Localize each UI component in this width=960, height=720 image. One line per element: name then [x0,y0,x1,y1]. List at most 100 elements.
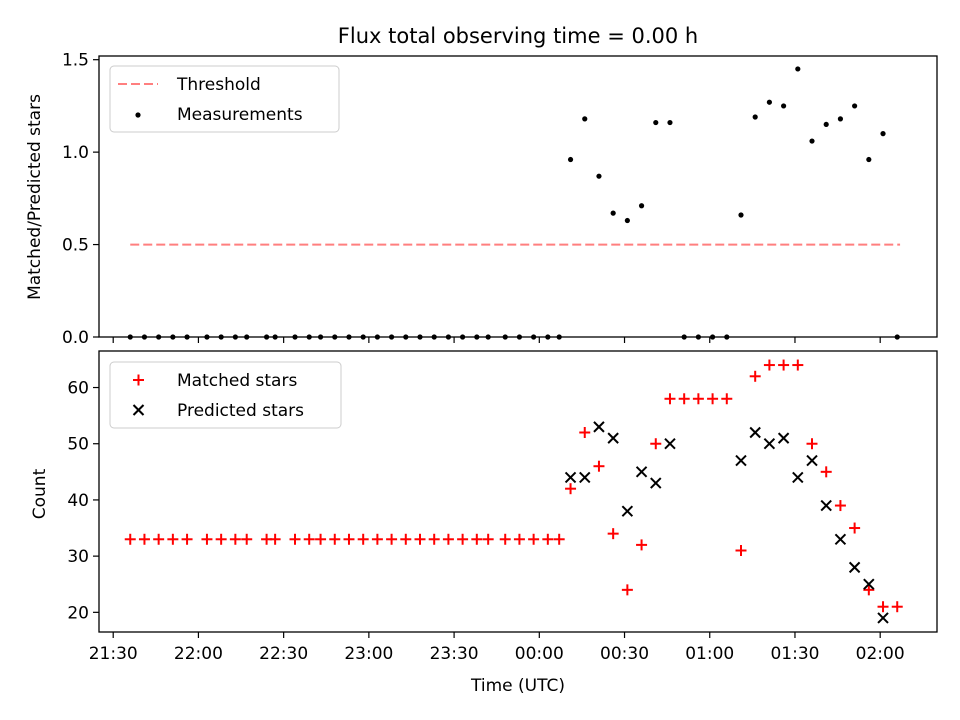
matched-stars-point [482,533,494,545]
matched-stars-point [735,545,747,557]
bottom-legend: Matched stars Predicted stars [109,361,342,429]
bottom-y-tick-label: 40 [67,491,89,511]
bottom-panel: 20 30 40 50 60 21:30 22:00 22:30 23:00 23:30 00:0… [30,350,938,696]
matched-legend-label: Matched stars [177,371,297,391]
top-y-tick-label: 0.0 [62,328,89,348]
bottom-y-tick-label: 60 [67,379,89,399]
predicted-stars-point [735,454,747,467]
top-panel: 0.0 0.5 1.0 1.5 Matched/Predicted stars Thr… [25,51,938,348]
measurement-point [866,156,872,163]
matched-stars-point [636,539,648,551]
matched-stars-point [329,533,341,545]
measurement-point [582,116,588,122]
matched-stars-point [763,359,775,371]
matched-stars-point [863,584,875,596]
predicted-stars-point [564,471,577,484]
matched-stars-point [457,533,469,545]
predicted-legend-swatch [132,404,145,416]
matched-stars-point [834,500,846,512]
x-tick-label: 01:30 [770,644,819,664]
matched-stars-point [528,533,540,545]
predicted-stars-point [621,505,634,517]
matched-stars-point [289,533,301,545]
measurement-point [880,131,886,137]
matched-stars-point [877,601,889,613]
predicted-stars-point [579,471,591,484]
matched-stars-point [386,533,398,545]
matched-stars-point [778,359,790,371]
matched-stars-point [849,522,861,534]
measurement-point [638,203,645,209]
top-y-axis-label: Matched/Predicted stars [25,94,45,300]
predicted-stars-point [650,477,662,489]
matched-stars-point [343,533,355,545]
predicted-stars-point [593,421,605,433]
measurement-point [596,173,602,179]
threshold-legend-label: Threshold [176,75,261,95]
x-tick-label: 22:30 [259,644,308,664]
predicted-stars-point [635,466,648,478]
matched-stars-point [806,438,818,450]
predicted-stars-point [806,454,818,467]
x-tick-label: 23:30 [430,644,479,664]
matched-stars-point [124,533,136,545]
measurement-point [766,99,773,105]
bottom-y-tick-label: 20 [67,603,89,623]
bottom-legend-box [109,361,342,429]
measurement-point [781,103,787,109]
matched-stars-point [167,533,179,545]
x-tick-label: 02:00 [856,644,905,664]
bottom-x-axis: 21:30 22:00 22:30 23:00 23:30 00:00 00:30 01:00… [89,632,905,664]
matched-stars-point [664,393,676,405]
measurement-point [809,138,815,144]
matched-stars-point [891,601,903,613]
matched-stars-point [593,460,605,472]
measurement-point [610,210,616,216]
measurement-point [624,217,630,224]
matched-stars-point [371,533,383,545]
measurements-legend-label: Measurements [177,105,303,125]
bottom-y-tick-label: 30 [67,547,89,567]
top-y-tick-label: 1.0 [62,143,89,163]
matched-stars-point [820,466,832,478]
matched-stars-point [357,533,369,545]
matched-stars-point [315,533,327,545]
matched-stars-point [499,533,511,545]
matched-stars-point [414,533,426,545]
matched-stars-point [707,393,719,405]
bottom-y-axis: 20 30 40 50 60 [67,379,99,623]
matched-stars-point [513,533,525,545]
x-tick-label: 00:30 [600,644,649,664]
measurement-point [738,212,744,218]
top-legend: Threshold Measurements [109,65,340,133]
measurement-point [795,66,801,72]
top-y-tick-label: 1.5 [62,51,89,71]
matched-stars-point [428,533,440,545]
top-legend-box [109,65,340,133]
measurement-point [852,103,858,109]
predicted-stars-point [820,499,832,512]
matched-stars-point [749,370,761,382]
matched-stars-point [607,528,619,540]
x-tick-label: 22:00 [174,644,223,664]
matched-stars-point [269,533,281,545]
predicted-stars-point [664,438,676,450]
predicted-stars-point [749,426,761,439]
matched-stars-point [579,426,591,438]
predicted-stars-point [763,438,776,450]
predicted-legend-label: Predicted stars [177,401,304,421]
matched-stars-point [442,533,454,545]
matched-stars-point [565,483,577,495]
x-tick-label: 00:00 [515,644,564,664]
chart-title: Flux total observing time = 0.00 h [338,24,698,48]
matched-stars-point [153,533,165,545]
matched-stars-point [400,533,412,545]
predicted-stars-point [863,578,875,590]
matched-stars-point [471,533,483,545]
measurement-point [837,116,844,122]
matched-stars-point [303,533,315,545]
measurements-legend-swatch [135,112,141,118]
matched-stars-point [553,533,565,545]
predicted-stars-point [607,432,619,444]
